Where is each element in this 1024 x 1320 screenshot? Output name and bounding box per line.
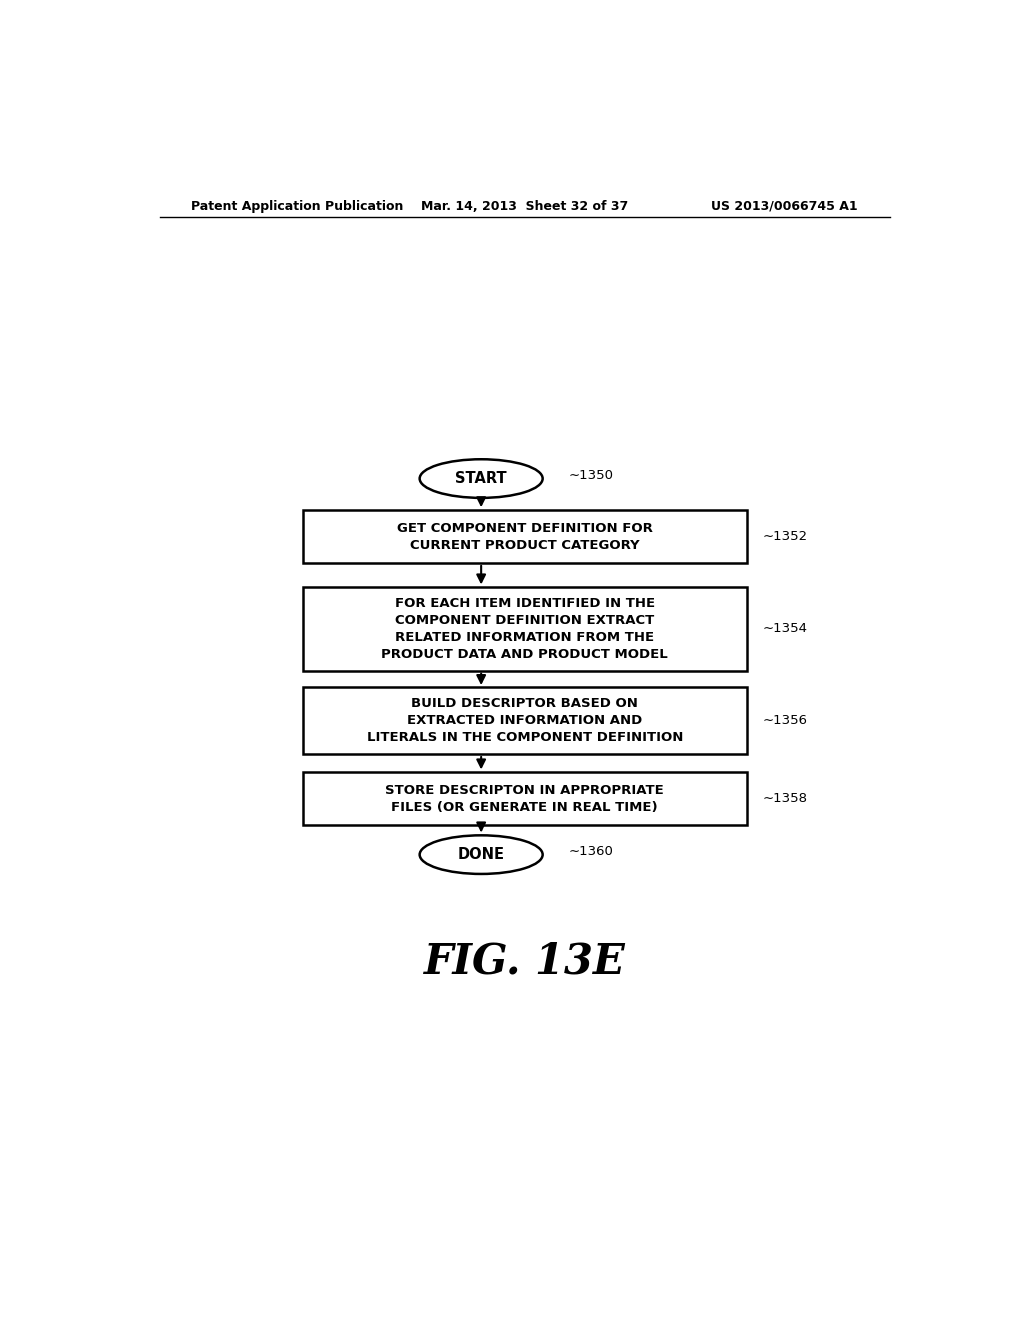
Text: DONE: DONE bbox=[458, 847, 505, 862]
FancyBboxPatch shape bbox=[303, 510, 748, 562]
Text: FIG. 13E: FIG. 13E bbox=[424, 940, 626, 982]
Text: ∼1350: ∼1350 bbox=[568, 469, 613, 482]
Ellipse shape bbox=[420, 836, 543, 874]
Text: US 2013/0066745 A1: US 2013/0066745 A1 bbox=[712, 199, 858, 213]
Text: FOR EACH ITEM IDENTIFIED IN THE
COMPONENT DEFINITION EXTRACT
RELATED INFORMATION: FOR EACH ITEM IDENTIFIED IN THE COMPONEN… bbox=[381, 597, 669, 661]
Ellipse shape bbox=[420, 459, 543, 498]
Text: BUILD DESCRIPTOR BASED ON
EXTRACTED INFORMATION AND
LITERALS IN THE COMPONENT DE: BUILD DESCRIPTOR BASED ON EXTRACTED INFO… bbox=[367, 697, 683, 744]
Text: ∼1360: ∼1360 bbox=[568, 845, 613, 858]
FancyBboxPatch shape bbox=[303, 688, 748, 754]
Text: START: START bbox=[456, 471, 507, 486]
FancyBboxPatch shape bbox=[303, 587, 748, 671]
Text: ∼1356: ∼1356 bbox=[763, 714, 808, 727]
Text: STORE DESCRIPTON IN APPROPRIATE
FILES (OR GENERATE IN REAL TIME): STORE DESCRIPTON IN APPROPRIATE FILES (O… bbox=[385, 784, 665, 813]
Text: ∼1352: ∼1352 bbox=[763, 531, 808, 543]
FancyBboxPatch shape bbox=[303, 772, 748, 825]
Text: ∼1354: ∼1354 bbox=[763, 623, 808, 635]
Text: GET COMPONENT DEFINITION FOR
CURRENT PRODUCT CATEGORY: GET COMPONENT DEFINITION FOR CURRENT PRO… bbox=[397, 521, 652, 552]
Text: Patent Application Publication: Patent Application Publication bbox=[191, 199, 403, 213]
Text: Mar. 14, 2013  Sheet 32 of 37: Mar. 14, 2013 Sheet 32 of 37 bbox=[421, 199, 629, 213]
Text: ∼1358: ∼1358 bbox=[763, 792, 808, 805]
